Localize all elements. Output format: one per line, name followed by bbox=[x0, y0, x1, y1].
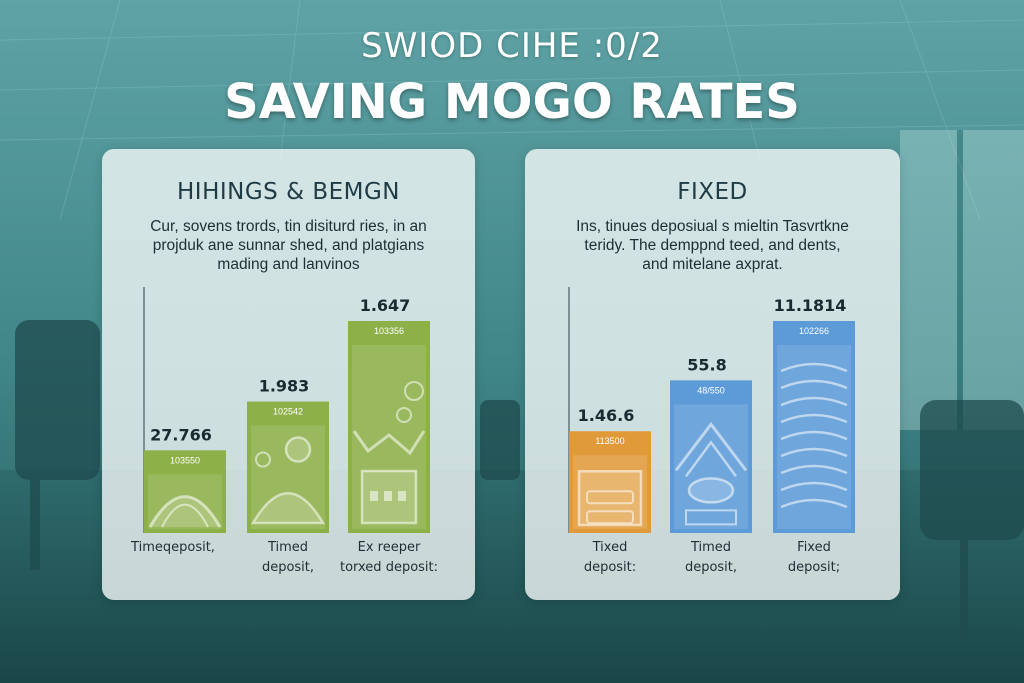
panel-description-line: teridy. The demppnd teed, and dents, bbox=[584, 237, 841, 254]
category-label: Ex reeper bbox=[358, 540, 421, 555]
bar-sub-label: 113500 bbox=[595, 436, 624, 446]
page-title: SAVING MOGO RATES bbox=[224, 74, 800, 130]
bar-chart-right: 113500 1.46.6 Tixed deposit: 48/550 55.8 Timed… bbox=[568, 287, 855, 575]
bar-group: 48/550 bbox=[670, 380, 752, 533]
panel-description-line: mading and lanvinos bbox=[217, 256, 360, 273]
cabinet-icon bbox=[577, 469, 643, 527]
category-label: deposit, bbox=[685, 560, 737, 575]
drawer-icon bbox=[586, 510, 634, 525]
category-label: Tixed bbox=[592, 540, 628, 555]
chart-panel-left: HIHINGS & BEMGN Cur, sovens trords, tin … bbox=[102, 149, 475, 600]
wave-line-icon bbox=[780, 481, 848, 492]
data-label: 1.647 bbox=[360, 296, 411, 315]
sun-icon bbox=[284, 436, 312, 463]
category-label: Timed bbox=[690, 540, 731, 555]
bar bbox=[144, 450, 226, 533]
bar bbox=[670, 380, 752, 533]
gear-small-icon bbox=[396, 407, 412, 423]
data-label: 11.1814 bbox=[774, 296, 847, 315]
gear-icon bbox=[404, 381, 424, 401]
data-label: 1.46.6 bbox=[578, 406, 635, 425]
wave-line-icon bbox=[780, 362, 848, 373]
bar-group: 113500 bbox=[569, 431, 651, 533]
wave-line-icon bbox=[780, 430, 848, 441]
data-label: 55.8 bbox=[687, 355, 726, 374]
panel-description-line: Cur, sovens trords, tin disiturd ries, i… bbox=[150, 218, 427, 235]
data-label: 1.983 bbox=[259, 377, 310, 396]
panel-description-line: projduk ane sunnar shed, and platgians bbox=[152, 237, 425, 254]
cloud-icon bbox=[687, 477, 735, 504]
category-label: Timed bbox=[267, 540, 308, 555]
bar-sub-label: 48/550 bbox=[697, 385, 725, 395]
bar-group: 103550 bbox=[144, 450, 226, 533]
header-pretitle: SWIOD CIHE :0/2 bbox=[361, 26, 663, 66]
chart-panel-right: FIXED Ins, tinues deposiual s mieltin Ta… bbox=[525, 149, 900, 600]
small-sun-icon bbox=[255, 451, 271, 468]
bar bbox=[773, 321, 855, 533]
bar-chart-left: 103550 27.766 Timeqeposit, 102542 1.983 Timed… bbox=[130, 287, 438, 575]
bar-sub-label: 102542 bbox=[273, 407, 303, 417]
bar-group: 103356 bbox=[348, 321, 430, 533]
window-icon bbox=[370, 491, 378, 501]
category-label: Timeqeposit, bbox=[130, 540, 215, 555]
arch-inner-icon bbox=[161, 503, 209, 528]
bar bbox=[569, 431, 651, 533]
roof-inner-icon bbox=[684, 440, 738, 478]
roof-icon bbox=[352, 430, 426, 456]
panel-description-line: and mitelane axprat. bbox=[642, 256, 783, 273]
category-label: deposit; bbox=[788, 560, 840, 575]
bar-sub-label: 103356 bbox=[374, 326, 404, 336]
panel-title: HIHINGS & BEMGN bbox=[176, 179, 401, 205]
window-icon bbox=[384, 491, 392, 501]
panel-title: FIXED bbox=[677, 179, 748, 205]
bar-group: 102266 bbox=[773, 321, 855, 533]
bar-group: 102542 bbox=[247, 401, 329, 533]
category-label: torxed deposit: bbox=[340, 560, 438, 575]
wave-line-icon bbox=[780, 413, 848, 424]
data-label: 27.766 bbox=[150, 425, 212, 444]
wave-line-icon bbox=[780, 396, 848, 407]
wave-line-icon bbox=[780, 464, 848, 475]
base-icon bbox=[685, 509, 737, 526]
panel-description: Ins, tinues deposiual s mieltin Tasvrtkn… bbox=[545, 217, 880, 274]
drawer-icon bbox=[586, 490, 634, 505]
wave-line-icon bbox=[780, 379, 848, 390]
category-label: Fixed bbox=[797, 540, 831, 555]
panel-description-line: Ins, tinues deposiual s mieltin Tasvrtkn… bbox=[576, 218, 849, 235]
arch-icon bbox=[148, 495, 222, 528]
window-icon bbox=[398, 491, 406, 501]
bar-sub-label: 103550 bbox=[170, 455, 200, 465]
dome-icon bbox=[250, 492, 326, 525]
panel-description: Cur, sovens trords, tin disiturd ries, i… bbox=[122, 217, 455, 274]
wave-line-icon bbox=[780, 498, 848, 509]
bar-highlight bbox=[148, 474, 222, 529]
roof-icon bbox=[674, 421, 748, 472]
wave-line-icon bbox=[780, 447, 848, 458]
bar-sub-label: 102266 bbox=[799, 326, 829, 336]
category-label: deposit: bbox=[584, 560, 636, 575]
category-label: deposit, bbox=[262, 560, 314, 575]
